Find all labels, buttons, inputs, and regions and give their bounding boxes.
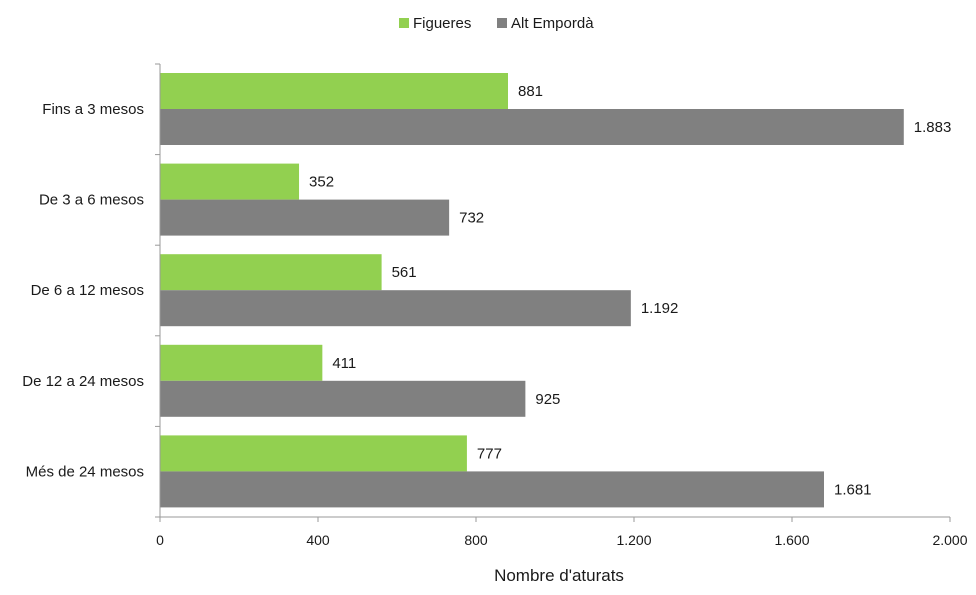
value-label-alt-emporda-de-6-a-12-mesos: 1.192	[641, 300, 679, 317]
value-label-figueres-fins-a-3-mesos: 881	[518, 83, 543, 100]
x-tick-label-1-600: 1.600	[774, 532, 809, 548]
value-label-alt-emporda-de-12-a-24-mesos: 925	[535, 391, 560, 408]
value-label-figueres-de-6-a-12-mesos: 561	[392, 264, 417, 281]
bar-figueres-de-6-a-12-mesos	[160, 254, 382, 291]
legend-swatch-figueres	[399, 18, 409, 28]
axes-group	[155, 63, 950, 518]
legend-label-alt-emporda: Alt Empordà	[511, 15, 594, 32]
x-tick-label-800: 800	[464, 532, 488, 548]
value-label-alt-emporda-mes-de-24-mesos: 1.681	[834, 481, 872, 498]
category-label-de-3-a-6-mesos: De 3 a 6 mesos	[39, 192, 144, 209]
value-label-figueres-de-12-a-24-mesos: 411	[332, 355, 356, 372]
category-label-de-12-a-24-mesos: De 12 a 24 mesos	[22, 373, 144, 390]
bar-figueres-de-12-a-24-mesos	[160, 344, 323, 381]
value-labels-group: 881 1.883 352 732 561 1.192 411 925 777 1.681	[309, 83, 951, 498]
x-tick-label-1-200: 1.200	[616, 532, 651, 548]
bar-alt-emporda-mes-de-24-mesos	[160, 471, 824, 508]
value-label-alt-emporda-de-3-a-6-mesos: 732	[459, 210, 484, 227]
bar-alt-emporda-de-3-a-6-mesos	[160, 199, 450, 236]
x-tick-label-400: 400	[306, 532, 330, 548]
category-label-mes-de-24-mesos: Més de 24 mesos	[26, 463, 144, 480]
legend-label-figueres: Figueres	[413, 15, 471, 32]
bars-group	[160, 73, 904, 508]
bar-figueres-de-3-a-6-mesos	[160, 163, 300, 200]
category-labels-group: Fins a 3 mesos De 3 a 6 mesos De 6 a 12 me…	[22, 101, 144, 480]
bar-figueres-mes-de-24-mesos	[160, 435, 467, 472]
bar-figueres-fins-a-3-mesos	[160, 73, 508, 109]
x-tick-label-0: 0	[156, 532, 164, 548]
x-ticks-group: 0 400 800 1.200 1.600 2.000	[156, 517, 968, 548]
bar-alt-emporda-de-12-a-24-mesos	[160, 380, 526, 417]
x-tick-label-2-000: 2.000	[932, 532, 967, 548]
legend: Figueres Alt Empordà	[399, 15, 594, 32]
value-label-alt-emporda-fins-a-3-mesos: 1.883	[914, 119, 952, 136]
value-label-figueres-de-3-a-6-mesos: 352	[309, 174, 334, 191]
bar-alt-emporda-de-6-a-12-mesos	[160, 290, 631, 327]
legend-swatch-alt-emporda	[497, 18, 507, 28]
category-label-de-6-a-12-mesos: De 6 a 12 mesos	[31, 282, 144, 299]
x-axis-title: Nombre d'aturats	[494, 566, 624, 585]
value-label-figueres-mes-de-24-mesos: 777	[477, 445, 502, 462]
bar-alt-emporda-fins-a-3-mesos	[160, 109, 904, 145]
category-label-fins-a-3-mesos: Fins a 3 mesos	[42, 101, 144, 118]
